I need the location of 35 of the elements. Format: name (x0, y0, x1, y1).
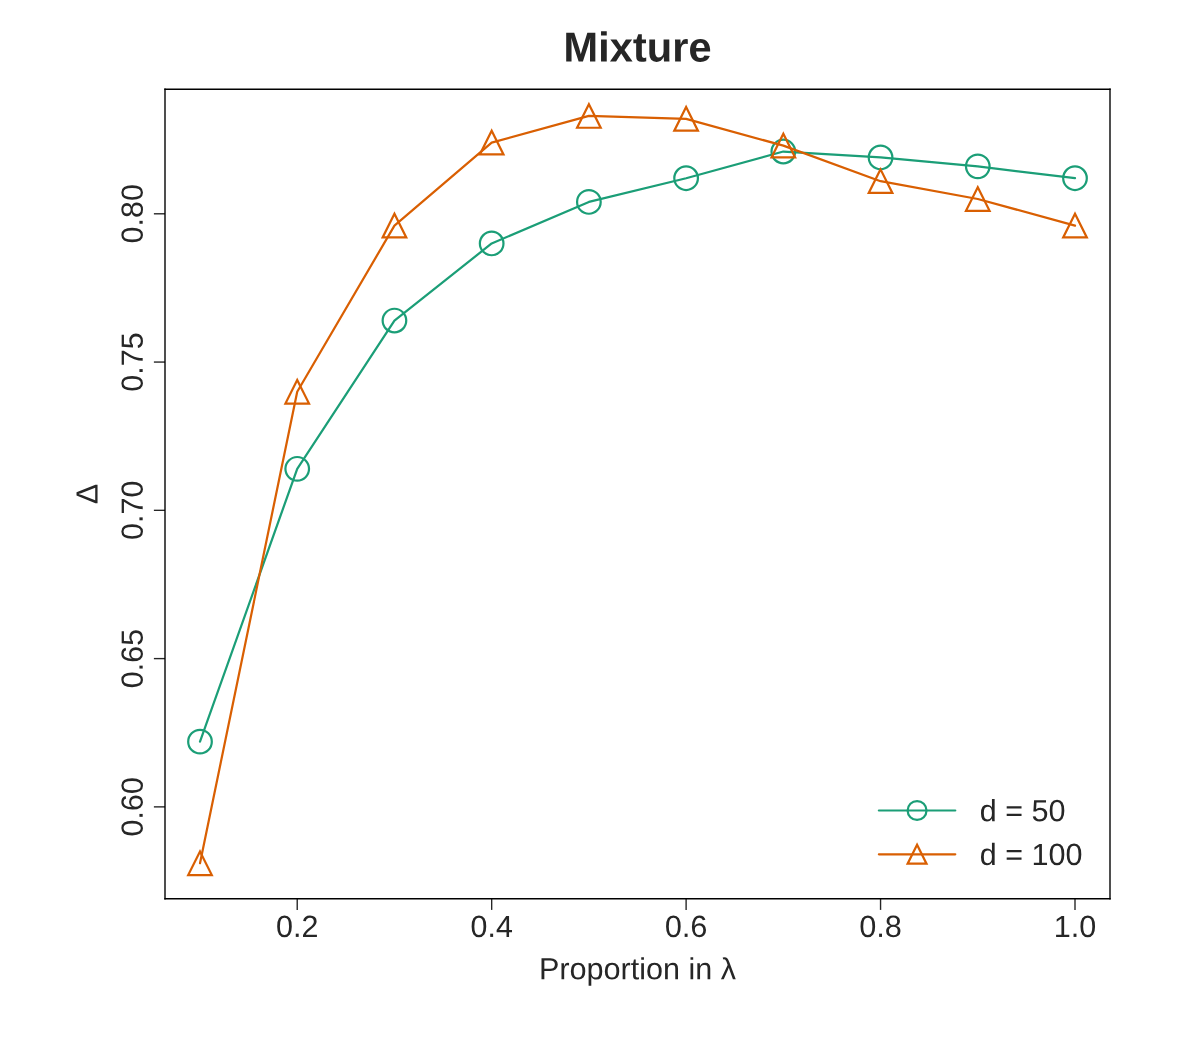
legend-label: d = 100 (980, 842, 1082, 866)
x-tick-label: 1.0 (1056, 915, 1096, 938)
point (478, 129, 505, 156)
y-tick-label: 0.75 (121, 333, 143, 391)
point (867, 144, 894, 171)
y-axis-title: Δ (76, 484, 98, 504)
x-axis-title: Proportion in λ (541, 957, 736, 986)
x-tick-label: 0.4 (471, 915, 513, 938)
point (187, 728, 213, 755)
point (1062, 212, 1088, 239)
point (867, 168, 894, 195)
y-tick-label: 0.80 (121, 185, 143, 243)
x-tick-label: 0.8 (860, 915, 901, 938)
point (964, 186, 991, 212)
point (673, 165, 700, 192)
point (478, 230, 505, 257)
point (381, 212, 408, 239)
point (770, 132, 797, 159)
point (575, 103, 602, 129)
point (1062, 165, 1088, 192)
point (381, 307, 408, 334)
point (770, 138, 797, 165)
point (284, 378, 311, 405)
y-tick-label: 0.65 (121, 630, 143, 688)
y-tick-label: 0.60 (121, 778, 143, 836)
point (673, 105, 700, 132)
chart-title: Mixture (566, 31, 711, 62)
y-tick-label: 0.70 (121, 481, 143, 539)
legend-label: d = 50 (980, 799, 1065, 822)
point (575, 189, 602, 215)
point (284, 455, 311, 482)
point (187, 850, 213, 877)
x-tick-label: 0.2 (277, 915, 317, 938)
point (964, 153, 991, 180)
x-tick-label: 0.6 (666, 915, 707, 938)
